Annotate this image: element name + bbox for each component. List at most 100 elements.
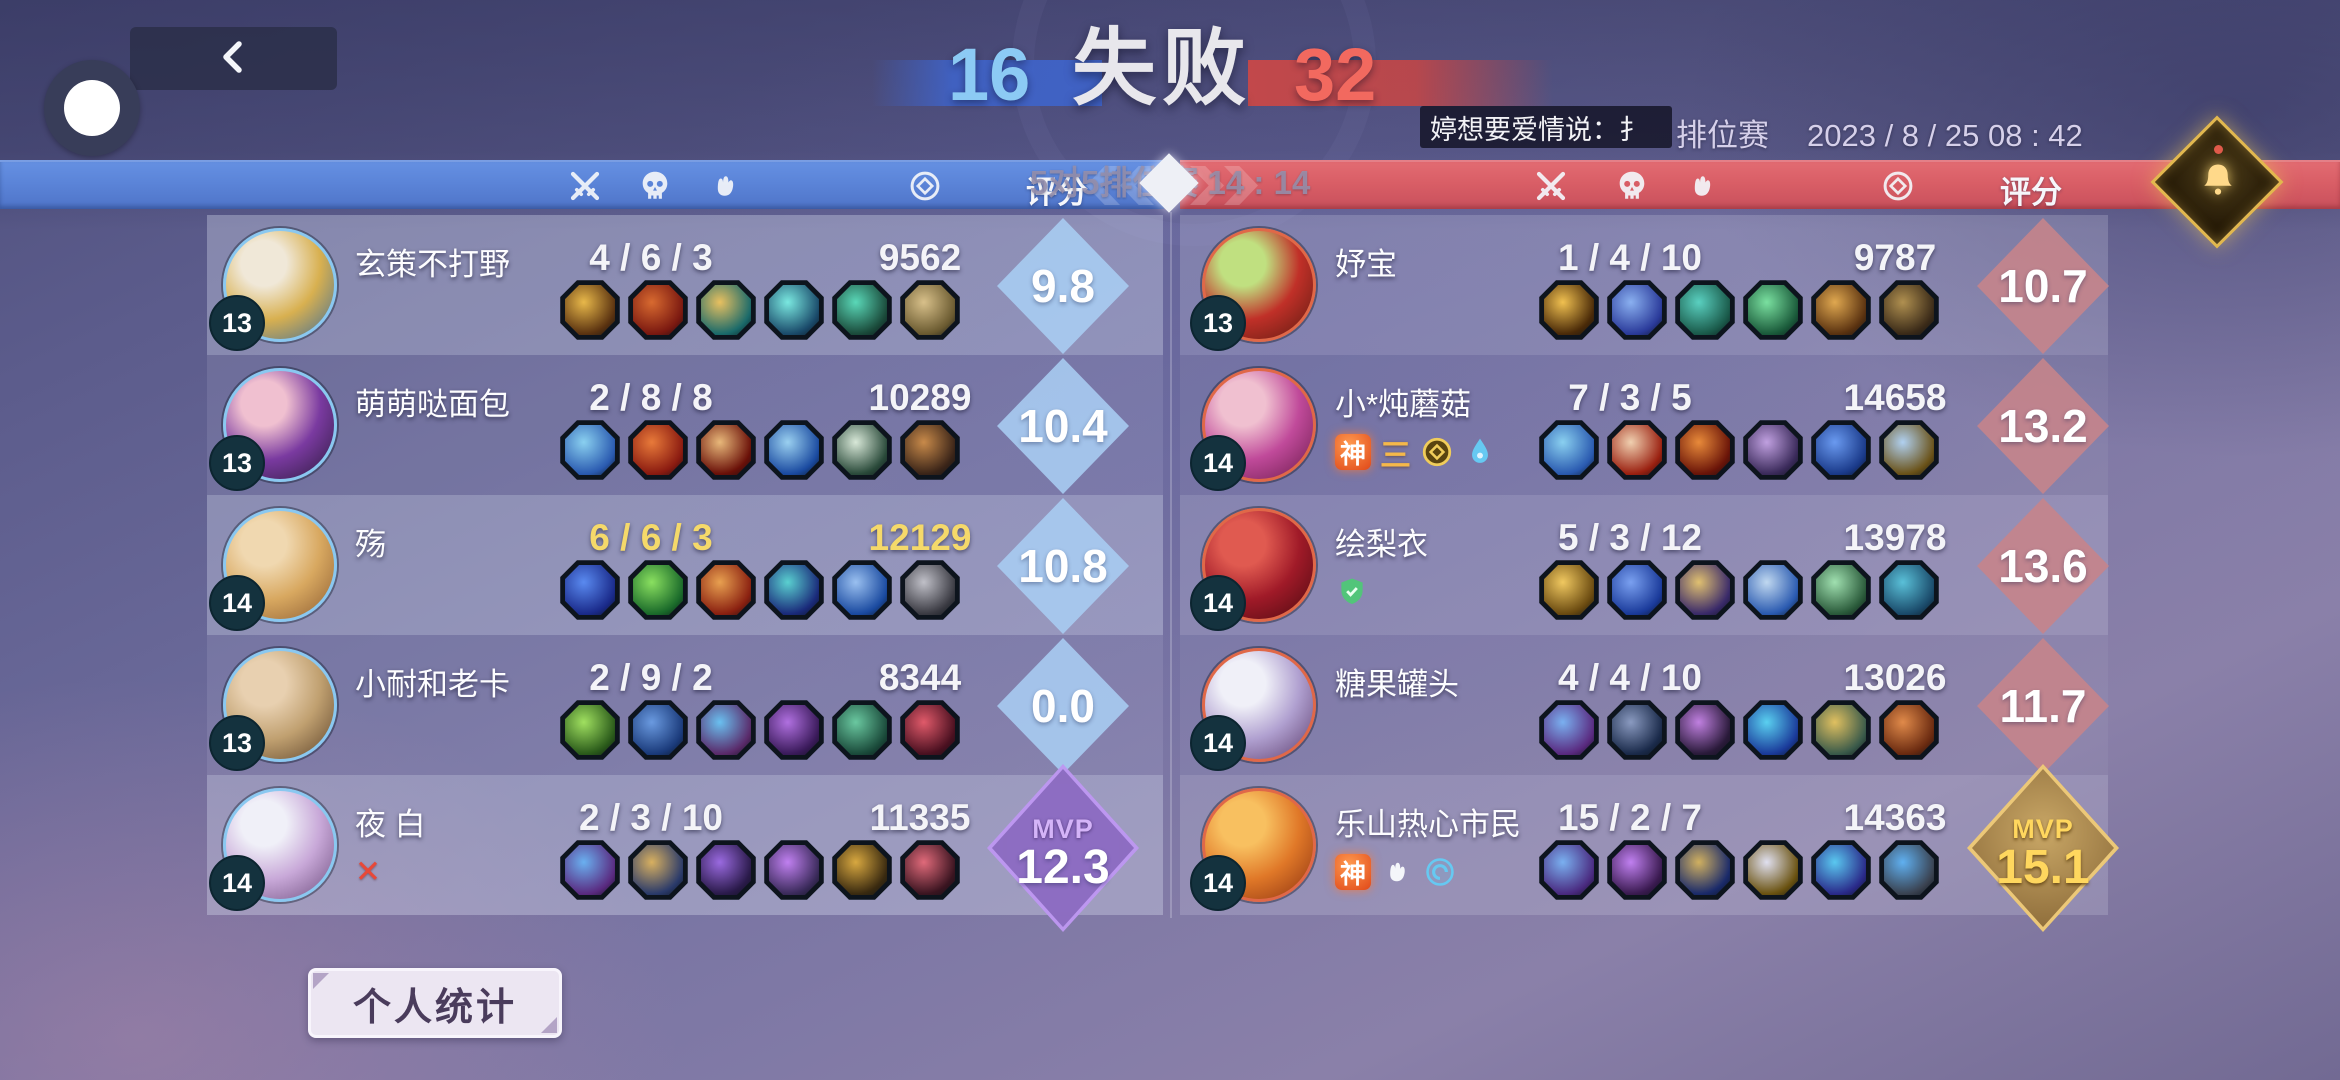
- item-icon[interactable]: [1539, 420, 1599, 480]
- kills-icon: [1533, 168, 1569, 204]
- player-row[interactable]: 14 乐山热心市民神 15 / 2 / 7 14363 MVP 15.1: [1180, 764, 2119, 932]
- item-icon[interactable]: [1607, 700, 1667, 760]
- item-icon[interactable]: [1675, 560, 1735, 620]
- item-icon[interactable]: [696, 560, 756, 620]
- item-icon[interactable]: [832, 420, 892, 480]
- item-art: [1816, 285, 1866, 335]
- item-icon[interactable]: [1811, 840, 1871, 900]
- item-icon[interactable]: [1743, 700, 1803, 760]
- item-icon[interactable]: [832, 560, 892, 620]
- item-art: [1680, 425, 1730, 475]
- level-badge: 13: [209, 715, 265, 771]
- item-icon[interactable]: [764, 420, 824, 480]
- notification-bell-button[interactable]: [2150, 115, 2284, 249]
- item-icon[interactable]: [628, 840, 688, 900]
- item-icon[interactable]: [1811, 280, 1871, 340]
- player-avatar[interactable]: [1202, 228, 1316, 342]
- kda-value: 4 / 4 / 10: [1558, 657, 1702, 698]
- item-icon[interactable]: [696, 700, 756, 760]
- item-icon[interactable]: [1879, 420, 1939, 480]
- item-icon[interactable]: [696, 280, 756, 340]
- item-icon[interactable]: [1879, 280, 1939, 340]
- score-diamond: 9.8: [997, 218, 1129, 354]
- mvp-score-diamond: MVP 15.1: [1967, 764, 2119, 932]
- item-icon[interactable]: [1811, 560, 1871, 620]
- item-icon[interactable]: [1607, 280, 1667, 340]
- item-icon[interactable]: [628, 700, 688, 760]
- item-icon[interactable]: [696, 420, 756, 480]
- item-icon[interactable]: [560, 420, 620, 480]
- item-icon[interactable]: [560, 280, 620, 340]
- item-icon[interactable]: [628, 420, 688, 480]
- item-icon[interactable]: [1539, 840, 1599, 900]
- item-icon[interactable]: [1607, 560, 1667, 620]
- item-icon[interactable]: [1675, 280, 1735, 340]
- item-icon[interactable]: [1743, 560, 1803, 620]
- item-icon[interactable]: [1743, 280, 1803, 340]
- level-badge: 13: [209, 295, 265, 351]
- item-icon[interactable]: [764, 700, 824, 760]
- level-badge: 14: [1190, 435, 1246, 491]
- right-team-score: 32: [1294, 33, 1377, 116]
- player-avatar[interactable]: [223, 508, 337, 622]
- item-icon[interactable]: [1743, 420, 1803, 480]
- item-icon[interactable]: [560, 840, 620, 900]
- item-icon[interactable]: [900, 560, 960, 620]
- item-icon[interactable]: [832, 700, 892, 760]
- item-icon[interactable]: [1879, 840, 1939, 900]
- item-icon[interactable]: [1607, 840, 1667, 900]
- level-badge: 13: [209, 435, 265, 491]
- gold-value: 9562: [878, 237, 962, 278]
- player-row[interactable]: 14 绘梨衣 5 / 3 / 12 13978 13.6: [1180, 495, 2109, 635]
- item-icon[interactable]: [1743, 840, 1803, 900]
- player-avatar[interactable]: [223, 228, 337, 342]
- item-icon[interactable]: [1811, 700, 1871, 760]
- back-button[interactable]: [130, 27, 337, 90]
- item-icon[interactable]: [832, 840, 892, 900]
- item-icon[interactable]: [1879, 560, 1939, 620]
- item-icon[interactable]: [628, 280, 688, 340]
- item-icon[interactable]: [1539, 280, 1599, 340]
- item-art: [633, 565, 683, 615]
- item-icon[interactable]: [1539, 700, 1599, 760]
- item-icon[interactable]: [832, 280, 892, 340]
- player-row[interactable]: 14 夜 白 ✕ 2 / 3 / 10 11335 MVP 12.3: [207, 764, 1163, 932]
- player-name: 糖果罐头: [1335, 667, 1459, 702]
- item-icon[interactable]: [764, 560, 824, 620]
- item-icon[interactable]: [900, 700, 960, 760]
- item-icon[interactable]: [900, 420, 960, 480]
- player-row[interactable]: 14 殇 6 / 6 / 3 12129 10.8: [207, 495, 1163, 635]
- player-row[interactable]: 13 萌萌哒面包 2 / 8 / 8 10289 10.4: [207, 355, 1163, 495]
- score-value: 13.2: [1998, 400, 2088, 452]
- item-icon[interactable]: [560, 700, 620, 760]
- item-icon[interactable]: [1675, 420, 1735, 480]
- item-icon[interactable]: [764, 280, 824, 340]
- item-icon[interactable]: [696, 840, 756, 900]
- deaths-icon: [637, 168, 673, 204]
- item-icon[interactable]: [628, 560, 688, 620]
- assistive-touch-ball[interactable]: [44, 60, 140, 156]
- item-icon[interactable]: [764, 840, 824, 900]
- player-row[interactable]: 14 小*炖蘑菇神三 7 / 3 / 5 14658 13.2: [1180, 355, 2109, 495]
- team-header-left: 评分: [0, 160, 1164, 210]
- item-art: [905, 565, 955, 615]
- item-icon[interactable]: [1879, 700, 1939, 760]
- item-art: [1680, 705, 1730, 755]
- item-icon[interactable]: [900, 840, 960, 900]
- item-list: [559, 699, 961, 761]
- item-art: [905, 425, 955, 475]
- item-icon[interactable]: [1607, 420, 1667, 480]
- player-name: 玄策不打野: [355, 247, 510, 282]
- player-row[interactable]: 14 糖果罐头 4 / 4 / 10 13026 11.7: [1180, 635, 2109, 775]
- item-icon[interactable]: [900, 280, 960, 340]
- item-icon[interactable]: [560, 560, 620, 620]
- item-icon[interactable]: [1811, 420, 1871, 480]
- item-icon[interactable]: [1539, 560, 1599, 620]
- personal-stats-button[interactable]: 个人统计: [308, 968, 562, 1038]
- player-row[interactable]: 13 妤宝 1 / 4 / 10 9787 10.7: [1180, 215, 2109, 355]
- player-row[interactable]: 13 小耐和老卡 2 / 9 / 2 8344 0.0: [207, 635, 1163, 775]
- item-icon[interactable]: [1675, 700, 1735, 760]
- player-row[interactable]: 13 玄策不打野 4 / 6 / 3 9562 9.8: [207, 215, 1163, 355]
- item-icon[interactable]: [1675, 840, 1735, 900]
